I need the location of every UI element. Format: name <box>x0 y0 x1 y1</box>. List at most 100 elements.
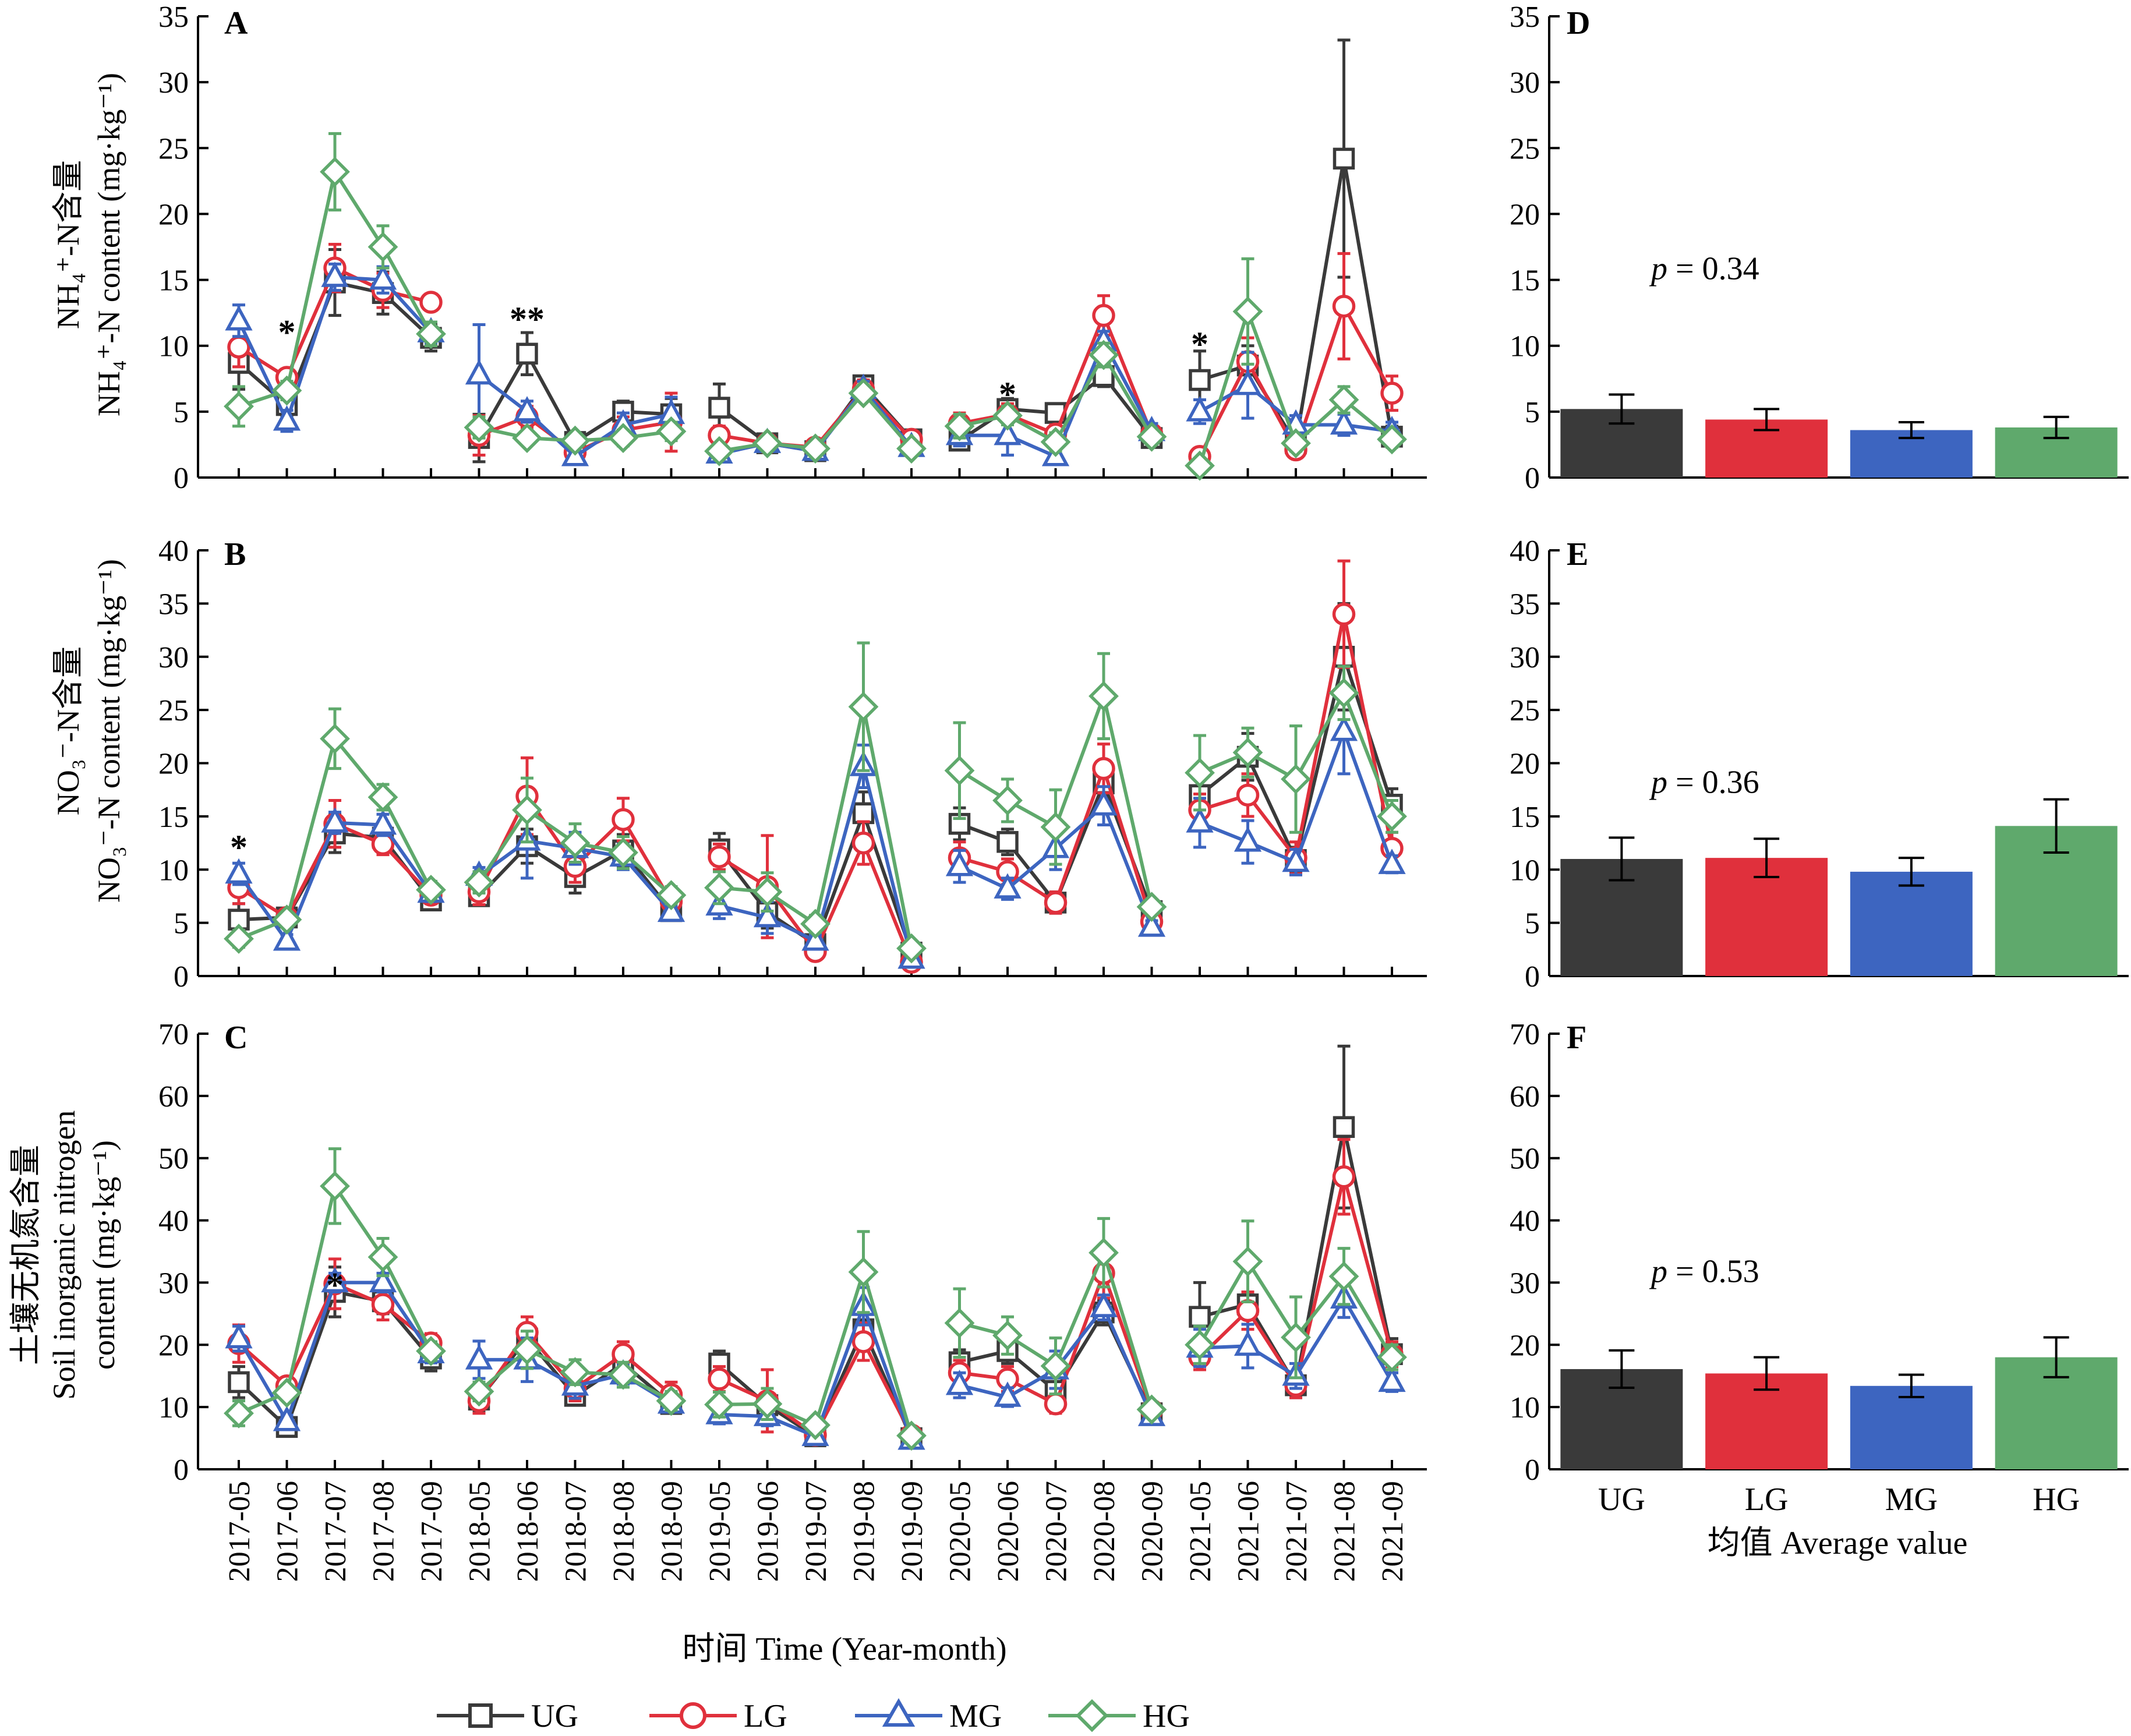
y-tick-label: 30 <box>158 66 189 100</box>
y-tick-label: 10 <box>1510 330 1540 363</box>
y-tick-label: 25 <box>158 132 189 165</box>
y-tick-label: 40 <box>158 1205 189 1238</box>
series-hg <box>224 1147 1407 1451</box>
data-point <box>320 723 350 754</box>
data-point <box>1232 1246 1263 1277</box>
data-point <box>608 423 638 454</box>
data-point <box>367 782 398 812</box>
data-point <box>612 808 635 832</box>
y-tick-label: 30 <box>1510 641 1540 674</box>
data-point <box>1137 911 1166 937</box>
data-point <box>848 691 879 722</box>
data-point <box>271 375 302 406</box>
data-point <box>1090 790 1118 816</box>
series-lg <box>227 242 1404 468</box>
data-point <box>945 851 974 876</box>
data-point <box>704 872 734 903</box>
bar-panel-f: UG LG MG HG p = 0.53 <box>1549 1253 2129 1518</box>
x-tick-label: 2020-09 <box>1136 1481 1169 1582</box>
x-tick-label: 2019-08 <box>848 1481 881 1582</box>
x-tick-label: 2018-09 <box>656 1481 689 1582</box>
y-tick-label: 25 <box>1510 132 1540 165</box>
x-tick-label: 2019-05 <box>704 1481 737 1582</box>
data-point <box>896 433 927 464</box>
y-tick-label: 10 <box>158 854 189 887</box>
data-point <box>228 1371 250 1394</box>
data-point <box>1040 812 1071 843</box>
line-panel-b: * <box>198 559 1427 977</box>
data-point <box>994 1381 1022 1407</box>
data-point <box>1189 1306 1211 1328</box>
data-point <box>708 845 731 869</box>
data-point <box>704 1389 734 1420</box>
data-point <box>224 391 254 422</box>
y-tick-label: 40 <box>1510 1205 1540 1238</box>
data-point <box>273 925 301 951</box>
y-tick-label: 10 <box>1510 854 1540 887</box>
data-point <box>1040 427 1071 457</box>
data-point <box>753 901 782 928</box>
data-point <box>1377 1342 1407 1373</box>
x-tick-label: 2021-05 <box>1184 1481 1217 1582</box>
y-tick-label: 0 <box>1525 960 1540 993</box>
data-point <box>1089 681 1119 712</box>
x-tick-label: 2017-05 <box>223 1481 256 1582</box>
legend: UG LG MG HG <box>437 1698 1190 1734</box>
p-value: p = 0.34 <box>1649 250 1759 287</box>
y-tick-label: 60 <box>158 1080 189 1113</box>
x-tick-label: 2019-06 <box>752 1481 785 1582</box>
p-symbol: p <box>1649 1253 1667 1289</box>
x-tick-label: 2019-07 <box>800 1481 833 1582</box>
data-point <box>1186 807 1214 833</box>
data-point <box>1332 1165 1356 1189</box>
data-point <box>464 867 494 898</box>
data-point <box>465 359 493 385</box>
ylabel-a-en: NH₄⁺-N content (mg·kg⁻¹) <box>91 73 126 416</box>
bar-axis-title: 均值 Average value <box>1708 1525 1968 1561</box>
y-tick-label: 30 <box>158 641 189 674</box>
y-tick-label: 0 <box>174 462 189 495</box>
data-point <box>225 858 253 884</box>
data-point <box>852 802 875 825</box>
y-tick-label: 50 <box>158 1143 189 1176</box>
data-point <box>464 412 494 443</box>
data-point <box>996 830 1019 853</box>
x-tick-label: 2018-05 <box>464 1481 497 1582</box>
data-point <box>752 428 783 459</box>
data-point <box>1377 424 1407 455</box>
data-point <box>1328 1261 1359 1292</box>
panel-letter-d: D <box>1567 5 1590 41</box>
category-label: MG <box>1885 1482 1938 1518</box>
data-point <box>1090 1292 1118 1317</box>
bar-mg <box>1850 871 1973 976</box>
x-tick-label: 2020-07 <box>1040 1481 1073 1582</box>
x-axis-title: 时间 Time (Year-month) <box>682 1631 1006 1667</box>
y-tick-label: 0 <box>1525 462 1540 495</box>
data-point <box>1234 369 1262 395</box>
x-tick-label: 2019-09 <box>896 1481 929 1582</box>
significance-marker: * <box>278 313 296 352</box>
legend-label-hg: HG <box>1143 1698 1190 1734</box>
legend-label-mg: MG <box>949 1698 1002 1734</box>
data-point <box>994 419 1022 446</box>
y-tick-label: 15 <box>158 264 189 298</box>
p-symbol: p <box>1649 250 1667 287</box>
data-point <box>227 335 250 359</box>
x-tick-label: 2020-08 <box>1088 1481 1121 1582</box>
data-point <box>1282 846 1310 872</box>
y-tick-label: 0 <box>1525 1454 1540 1487</box>
y-tick-label: 35 <box>158 1 189 34</box>
data-point <box>708 1367 731 1391</box>
category-label: UG <box>1598 1482 1645 1518</box>
data-point <box>1044 891 1068 914</box>
data-point <box>1089 1238 1119 1268</box>
data-point <box>416 875 446 905</box>
data-point <box>271 1377 302 1408</box>
x-tick-label: 2017-08 <box>367 1481 401 1582</box>
data-point <box>1185 758 1215 788</box>
line-panel-a: * **** <box>198 38 1427 481</box>
significance-marker: * <box>230 828 248 867</box>
y-tick-label: 40 <box>158 535 189 568</box>
data-point <box>1185 450 1215 481</box>
x-tick-label: 2021-07 <box>1280 1481 1313 1582</box>
